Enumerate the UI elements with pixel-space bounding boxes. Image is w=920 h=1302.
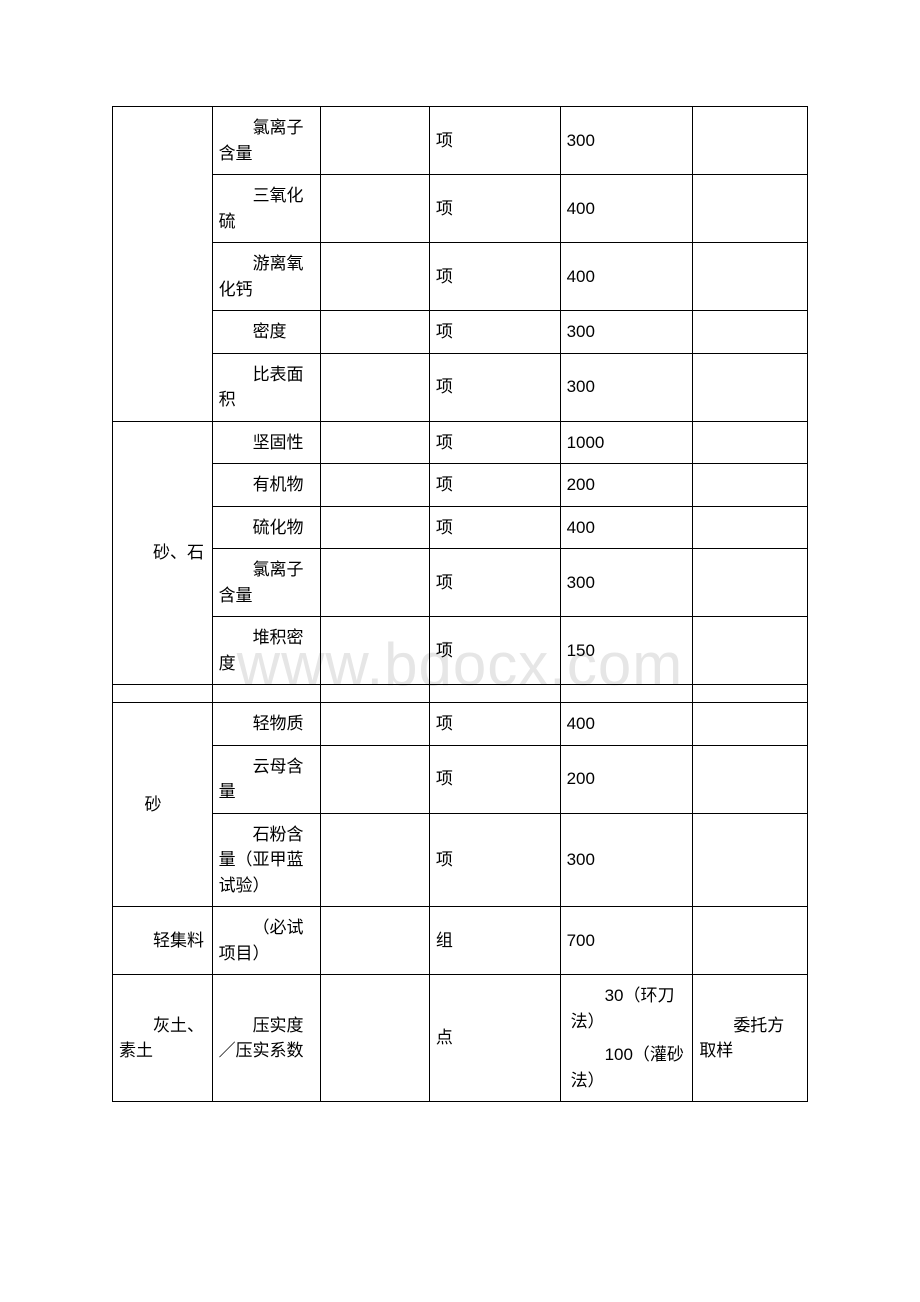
note-cell (693, 243, 808, 311)
note-cell (693, 107, 808, 175)
table-row: 氯离子含量 项 300 (113, 107, 808, 175)
price-cell: 200 (560, 464, 693, 507)
blank-cell (321, 464, 430, 507)
category-cell: 轻集料 (113, 907, 213, 975)
note-cell (693, 745, 808, 813)
price-cell: 300 (560, 107, 693, 175)
category-cell: 砂、石 (113, 421, 213, 685)
blank-cell (321, 549, 430, 617)
blank-cell (321, 813, 430, 907)
item-cell: 氯离子含量 (212, 549, 321, 617)
table-row: 砂、石 坚固性 项 1000 (113, 421, 808, 464)
unit-cell: 项 (429, 549, 560, 617)
blank-cell (321, 353, 430, 421)
note-cell (693, 549, 808, 617)
item-cell: 坚固性 (212, 421, 321, 464)
unit-cell: 项 (429, 353, 560, 421)
item-cell: 比表面积 (212, 353, 321, 421)
table-row: 三氧化硫 项 400 (113, 175, 808, 243)
item-cell: 云母含量 (212, 745, 321, 813)
item-cell: 轻物质 (212, 703, 321, 746)
price-cell: 400 (560, 506, 693, 549)
price-cell: 400 (560, 703, 693, 746)
note-cell (693, 353, 808, 421)
price-cell: 30（环刀法） 100（灌砂法） (560, 975, 693, 1102)
table-row: 云母含量 项 200 (113, 745, 808, 813)
note-cell (693, 617, 808, 685)
table-row: 砂 轻物质 项 400 (113, 703, 808, 746)
unit-cell: 项 (429, 703, 560, 746)
note-cell (693, 813, 808, 907)
item-cell: 氯离子含量 (212, 107, 321, 175)
price-cell: 700 (560, 907, 693, 975)
item-cell: 游离氧化钙 (212, 243, 321, 311)
blank-cell (321, 421, 430, 464)
note-cell (693, 175, 808, 243)
blank-cell (321, 107, 430, 175)
item-cell: 压实度／压实系数 (212, 975, 321, 1102)
price-cell: 300 (560, 813, 693, 907)
blank-cell (321, 703, 430, 746)
unit-cell: 项 (429, 813, 560, 907)
table-row: 石粉含量（亚甲蓝试验） 项 300 (113, 813, 808, 907)
unit-cell: 项 (429, 745, 560, 813)
price-cell: 300 (560, 353, 693, 421)
pricing-table: 氯离子含量 项 300 三氧化硫 项 400 游离氧化钙 项 (112, 106, 808, 1102)
price-cell: 200 (560, 745, 693, 813)
blank-cell (321, 243, 430, 311)
unit-cell: 项 (429, 243, 560, 311)
unit-cell: 项 (429, 421, 560, 464)
table-row: 堆积密度 项 150 (113, 617, 808, 685)
price-cell: 300 (560, 549, 693, 617)
table-row: 灰土、素土 压实度／压实系数 点 30（环刀法） 100（灌砂法） 委托方取样 (113, 975, 808, 1102)
table-row: 游离氧化钙 项 400 (113, 243, 808, 311)
blank-cell (321, 506, 430, 549)
category-cell: 灰土、素土 (113, 975, 213, 1102)
price-cell: 300 (560, 311, 693, 354)
blank-cell (321, 311, 430, 354)
note-cell (693, 311, 808, 354)
item-cell: 有机物 (212, 464, 321, 507)
unit-cell: 项 (429, 506, 560, 549)
note-cell: 委托方取样 (693, 975, 808, 1102)
note-cell (693, 421, 808, 464)
table-row: 氯离子含量 项 300 (113, 549, 808, 617)
unit-cell: 项 (429, 617, 560, 685)
table-row: 密度 项 300 (113, 311, 808, 354)
unit-cell: 点 (429, 975, 560, 1102)
price-cell: 1000 (560, 421, 693, 464)
unit-cell: 组 (429, 907, 560, 975)
table-row: 轻集料 （必试项目） 组 700 (113, 907, 808, 975)
item-cell: 堆积密度 (212, 617, 321, 685)
unit-cell: 项 (429, 311, 560, 354)
item-cell: 石粉含量（亚甲蓝试验） (212, 813, 321, 907)
blank-cell (321, 907, 430, 975)
price-cell: 150 (560, 617, 693, 685)
category-cell: 砂 (113, 703, 213, 907)
unit-cell: 项 (429, 464, 560, 507)
spacer-row (113, 685, 808, 703)
item-cell: 硫化物 (212, 506, 321, 549)
note-cell (693, 506, 808, 549)
price-cell: 400 (560, 243, 693, 311)
blank-cell (321, 975, 430, 1102)
item-cell: 密度 (212, 311, 321, 354)
blank-cell (321, 745, 430, 813)
table-row: 有机物 项 200 (113, 464, 808, 507)
price-cell: 400 (560, 175, 693, 243)
note-cell (693, 703, 808, 746)
item-cell: 三氧化硫 (212, 175, 321, 243)
note-cell (693, 907, 808, 975)
table-row: 硫化物 项 400 (113, 506, 808, 549)
category-cell (113, 107, 213, 422)
unit-cell: 项 (429, 107, 560, 175)
blank-cell (321, 617, 430, 685)
table-row: 比表面积 项 300 (113, 353, 808, 421)
unit-cell: 项 (429, 175, 560, 243)
note-cell (693, 464, 808, 507)
item-cell: （必试项目） (212, 907, 321, 975)
blank-cell (321, 175, 430, 243)
